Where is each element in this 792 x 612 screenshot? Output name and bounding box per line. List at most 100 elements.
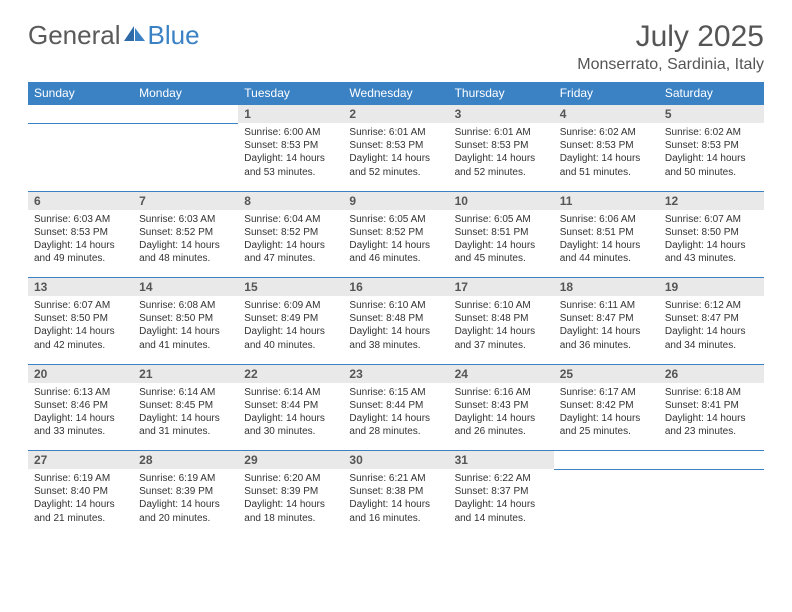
- sunrise-text: Sunrise: 6:12 AM: [665, 299, 758, 312]
- daylight-text: and 50 minutes.: [665, 166, 758, 179]
- weekday-header: Thursday: [449, 82, 554, 105]
- daylight-text: and 33 minutes.: [34, 425, 127, 438]
- day-number-cell: [28, 105, 133, 124]
- daylight-text: and 23 minutes.: [665, 425, 758, 438]
- calendar-table: Sunday Monday Tuesday Wednesday Thursday…: [28, 82, 764, 537]
- daylight-text: and 14 minutes.: [455, 512, 548, 525]
- daylight-text: Daylight: 14 hours: [560, 239, 653, 252]
- daylight-text: and 48 minutes.: [139, 252, 232, 265]
- day-content-cell: [28, 123, 133, 191]
- daylight-text: Daylight: 14 hours: [560, 152, 653, 165]
- daylight-text: Daylight: 14 hours: [455, 412, 548, 425]
- daylight-text: and 28 minutes.: [349, 425, 442, 438]
- day-content-cell: Sunrise: 6:20 AMSunset: 8:39 PMDaylight:…: [238, 469, 343, 537]
- day-number-cell: 13: [28, 278, 133, 297]
- sunrise-text: Sunrise: 6:14 AM: [244, 386, 337, 399]
- sunset-text: Sunset: 8:44 PM: [349, 399, 442, 412]
- day-content-cell: Sunrise: 6:15 AMSunset: 8:44 PMDaylight:…: [343, 383, 448, 451]
- sunset-text: Sunset: 8:46 PM: [34, 399, 127, 412]
- sunset-text: Sunset: 8:39 PM: [244, 485, 337, 498]
- day-number-cell: 1: [238, 105, 343, 124]
- day-number-cell: 28: [133, 451, 238, 470]
- daylight-text: Daylight: 14 hours: [349, 239, 442, 252]
- sunrise-text: Sunrise: 6:03 AM: [139, 213, 232, 226]
- sunset-text: Sunset: 8:48 PM: [349, 312, 442, 325]
- day-content-cell: Sunrise: 6:14 AMSunset: 8:44 PMDaylight:…: [238, 383, 343, 451]
- sunrise-text: Sunrise: 6:05 AM: [455, 213, 548, 226]
- day-content-cell: Sunrise: 6:17 AMSunset: 8:42 PMDaylight:…: [554, 383, 659, 451]
- day-content-cell: Sunrise: 6:10 AMSunset: 8:48 PMDaylight:…: [343, 296, 448, 364]
- day-content-cell: Sunrise: 6:16 AMSunset: 8:43 PMDaylight:…: [449, 383, 554, 451]
- daylight-text: Daylight: 14 hours: [34, 412, 127, 425]
- sunset-text: Sunset: 8:53 PM: [244, 139, 337, 152]
- day-number-cell: 9: [343, 191, 448, 210]
- day-number-cell: 25: [554, 364, 659, 383]
- day-number-row: 20212223242526: [28, 364, 764, 383]
- sunrise-text: Sunrise: 6:03 AM: [34, 213, 127, 226]
- day-number-row: 13141516171819: [28, 278, 764, 297]
- daylight-text: and 49 minutes.: [34, 252, 127, 265]
- sunrise-text: Sunrise: 6:01 AM: [349, 126, 442, 139]
- daylight-text: Daylight: 14 hours: [244, 498, 337, 511]
- sunrise-text: Sunrise: 6:14 AM: [139, 386, 232, 399]
- daylight-text: and 40 minutes.: [244, 339, 337, 352]
- daylight-text: Daylight: 14 hours: [560, 412, 653, 425]
- sunset-text: Sunset: 8:53 PM: [455, 139, 548, 152]
- day-number-cell: 30: [343, 451, 448, 470]
- daylight-text: Daylight: 14 hours: [455, 152, 548, 165]
- day-content-cell: Sunrise: 6:01 AMSunset: 8:53 PMDaylight:…: [449, 123, 554, 191]
- day-number-cell: 23: [343, 364, 448, 383]
- day-content-cell: Sunrise: 6:21 AMSunset: 8:38 PMDaylight:…: [343, 469, 448, 537]
- daylight-text: and 45 minutes.: [455, 252, 548, 265]
- sunrise-text: Sunrise: 6:10 AM: [349, 299, 442, 312]
- day-content-cell: Sunrise: 6:12 AMSunset: 8:47 PMDaylight:…: [659, 296, 764, 364]
- daylight-text: Daylight: 14 hours: [349, 412, 442, 425]
- sunrise-text: Sunrise: 6:22 AM: [455, 472, 548, 485]
- day-number-row: 12345: [28, 105, 764, 124]
- weekday-header: Saturday: [659, 82, 764, 105]
- day-number-cell: 7: [133, 191, 238, 210]
- daylight-text: and 18 minutes.: [244, 512, 337, 525]
- sunset-text: Sunset: 8:50 PM: [34, 312, 127, 325]
- daylight-text: Daylight: 14 hours: [139, 412, 232, 425]
- day-content-cell: Sunrise: 6:10 AMSunset: 8:48 PMDaylight:…: [449, 296, 554, 364]
- day-content-cell: Sunrise: 6:07 AMSunset: 8:50 PMDaylight:…: [659, 210, 764, 278]
- daylight-text: and 53 minutes.: [244, 166, 337, 179]
- day-number-cell: 15: [238, 278, 343, 297]
- daylight-text: Daylight: 14 hours: [244, 325, 337, 338]
- daylight-text: and 52 minutes.: [455, 166, 548, 179]
- daylight-text: and 46 minutes.: [349, 252, 442, 265]
- sunrise-text: Sunrise: 6:08 AM: [139, 299, 232, 312]
- day-number-cell: [133, 105, 238, 124]
- daylight-text: Daylight: 14 hours: [349, 152, 442, 165]
- sunrise-text: Sunrise: 6:16 AM: [455, 386, 548, 399]
- day-content-cell: Sunrise: 6:02 AMSunset: 8:53 PMDaylight:…: [659, 123, 764, 191]
- day-number-cell: 19: [659, 278, 764, 297]
- day-number-cell: 18: [554, 278, 659, 297]
- sunset-text: Sunset: 8:44 PM: [244, 399, 337, 412]
- day-content-cell: Sunrise: 6:01 AMSunset: 8:53 PMDaylight:…: [343, 123, 448, 191]
- sunset-text: Sunset: 8:52 PM: [139, 226, 232, 239]
- sunset-text: Sunset: 8:50 PM: [139, 312, 232, 325]
- day-number-cell: 4: [554, 105, 659, 124]
- daylight-text: and 25 minutes.: [560, 425, 653, 438]
- day-content-cell: Sunrise: 6:18 AMSunset: 8:41 PMDaylight:…: [659, 383, 764, 451]
- daylight-text: and 43 minutes.: [665, 252, 758, 265]
- day-content-cell: Sunrise: 6:02 AMSunset: 8:53 PMDaylight:…: [554, 123, 659, 191]
- day-content-cell: Sunrise: 6:07 AMSunset: 8:50 PMDaylight:…: [28, 296, 133, 364]
- day-content-cell: Sunrise: 6:09 AMSunset: 8:49 PMDaylight:…: [238, 296, 343, 364]
- day-content-cell: [554, 469, 659, 537]
- day-content-cell: Sunrise: 6:05 AMSunset: 8:51 PMDaylight:…: [449, 210, 554, 278]
- weekday-header: Tuesday: [238, 82, 343, 105]
- day-number-cell: 26: [659, 364, 764, 383]
- daylight-text: and 16 minutes.: [349, 512, 442, 525]
- sunset-text: Sunset: 8:37 PM: [455, 485, 548, 498]
- daylight-text: and 30 minutes.: [244, 425, 337, 438]
- daylight-text: and 44 minutes.: [560, 252, 653, 265]
- sunset-text: Sunset: 8:52 PM: [244, 226, 337, 239]
- sunset-text: Sunset: 8:51 PM: [455, 226, 548, 239]
- sunset-text: Sunset: 8:53 PM: [560, 139, 653, 152]
- sunrise-text: Sunrise: 6:02 AM: [665, 126, 758, 139]
- sunset-text: Sunset: 8:47 PM: [560, 312, 653, 325]
- daylight-text: Daylight: 14 hours: [244, 152, 337, 165]
